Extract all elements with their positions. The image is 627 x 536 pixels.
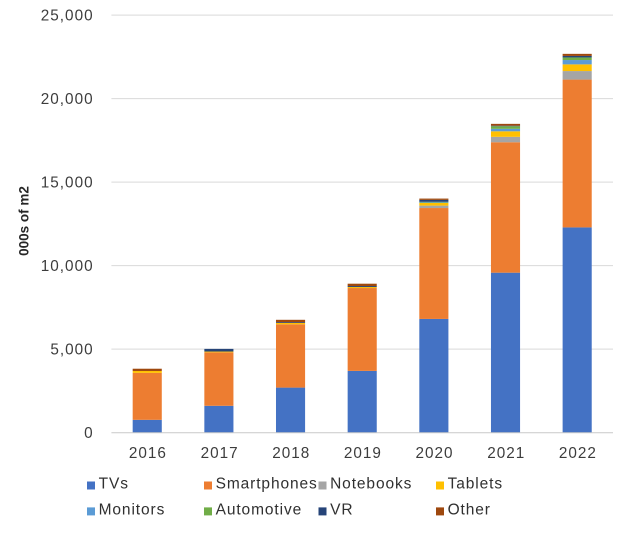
svg-text:25,000: 25,000	[41, 7, 94, 24]
svg-text:VR: VR	[330, 502, 353, 519]
svg-text:Automotive: Automotive	[216, 502, 303, 519]
svg-text:000s of m2: 000s of m2	[16, 186, 31, 256]
svg-text:2020: 2020	[416, 445, 454, 462]
svg-text:2017: 2017	[201, 445, 239, 462]
svg-text:2018: 2018	[272, 445, 310, 462]
svg-text:0: 0	[84, 425, 94, 442]
svg-text:Notebooks: Notebooks	[330, 476, 412, 493]
svg-text:TVs: TVs	[99, 476, 129, 493]
svg-text:10,000: 10,000	[41, 258, 94, 275]
svg-text:Tablets: Tablets	[448, 476, 503, 493]
svg-text:2019: 2019	[344, 445, 382, 462]
svg-text:20,000: 20,000	[41, 91, 94, 108]
svg-text:2016: 2016	[129, 445, 167, 462]
svg-text:Smartphones: Smartphones	[216, 476, 318, 493]
svg-text:5,000: 5,000	[50, 341, 93, 358]
svg-text:Monitors: Monitors	[99, 502, 166, 519]
svg-text:15,000: 15,000	[41, 174, 94, 191]
svg-text:Other: Other	[448, 502, 491, 519]
svg-text:2021: 2021	[487, 445, 525, 462]
svg-text:2022: 2022	[559, 445, 597, 462]
